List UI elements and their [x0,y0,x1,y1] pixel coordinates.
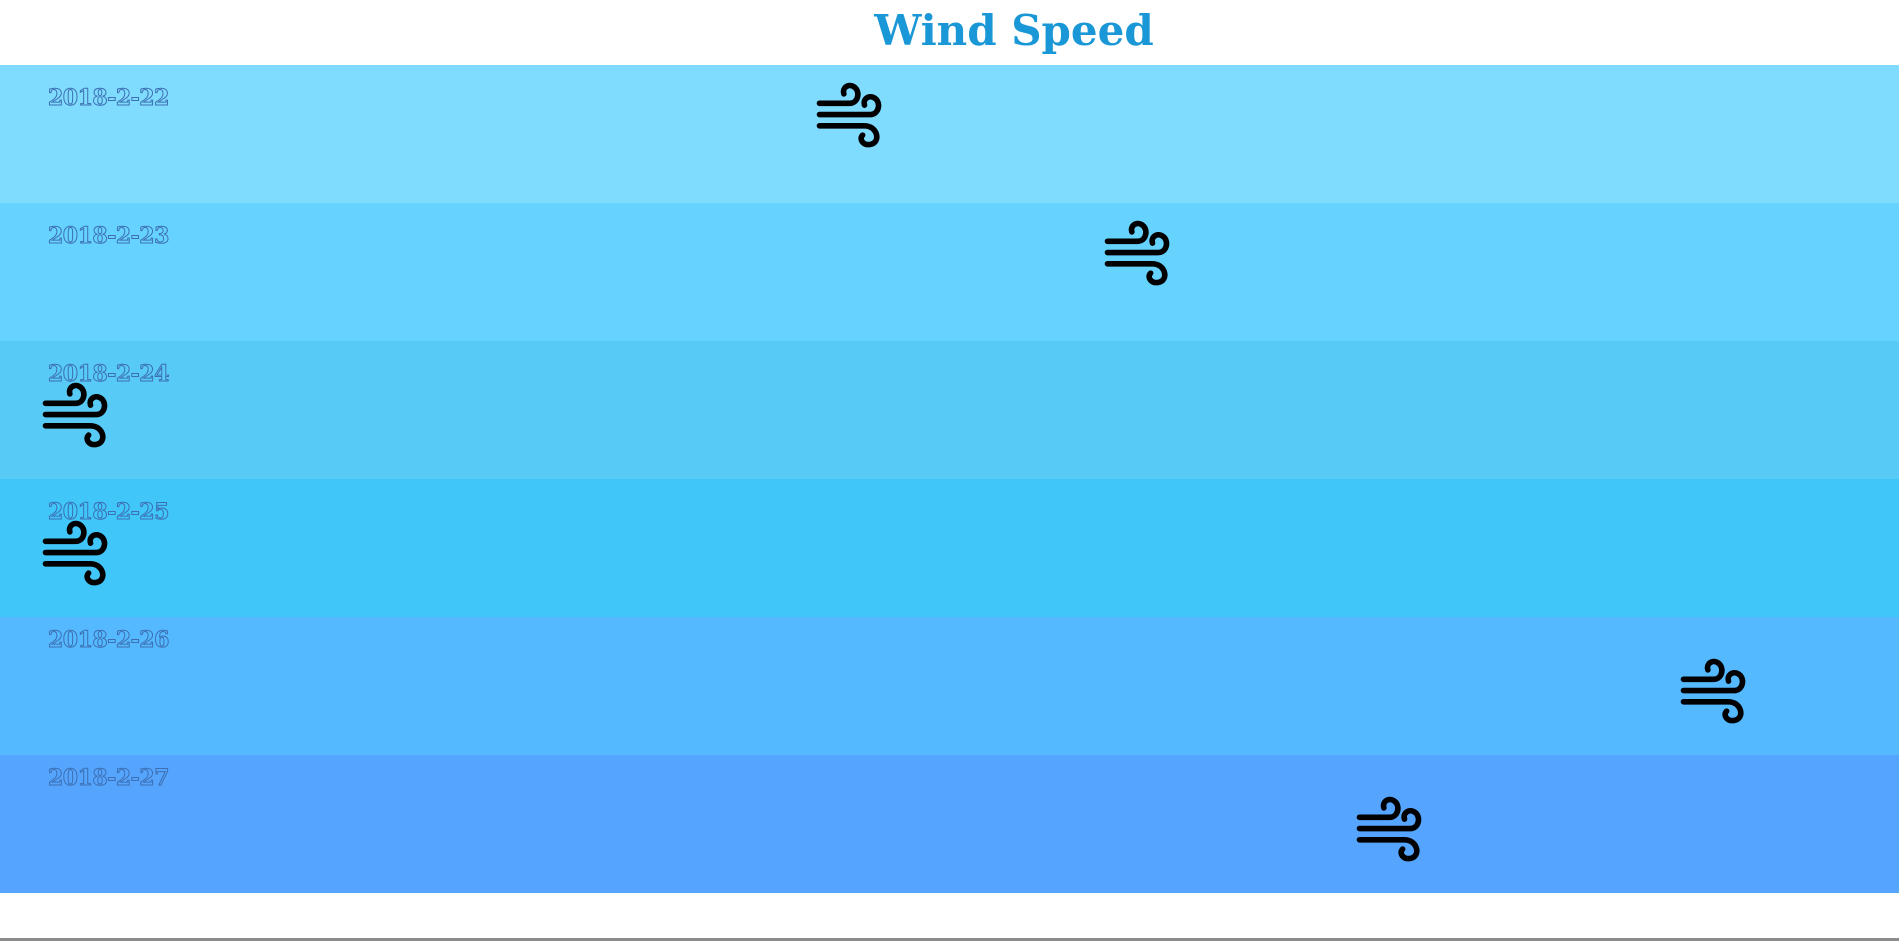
row-date-label: 2018-2-26 [48,627,170,654]
wind-icon [1680,658,1746,724]
wind-row-band [0,203,1899,341]
wind-row-band [0,617,1899,755]
row-date-label: 2018-2-25 [48,499,170,526]
wind-row-band [0,479,1899,617]
bottom-divider [0,938,1899,941]
wind-icon [1104,220,1170,286]
wind-row-band [0,341,1899,479]
row-date-label: 2018-2-24 [48,361,170,388]
wind-icon [1356,796,1422,862]
wind-row-band [0,755,1899,893]
wind-icon [42,382,108,448]
wind-row-band [0,65,1899,203]
wind-icon [816,82,882,148]
row-date-label: 2018-2-27 [48,765,170,792]
wind-icon [42,520,108,586]
row-date-label: 2018-2-22 [48,85,170,112]
row-date-label: 2018-2-23 [48,223,170,250]
chart-title: Wind Speed [874,6,1154,55]
